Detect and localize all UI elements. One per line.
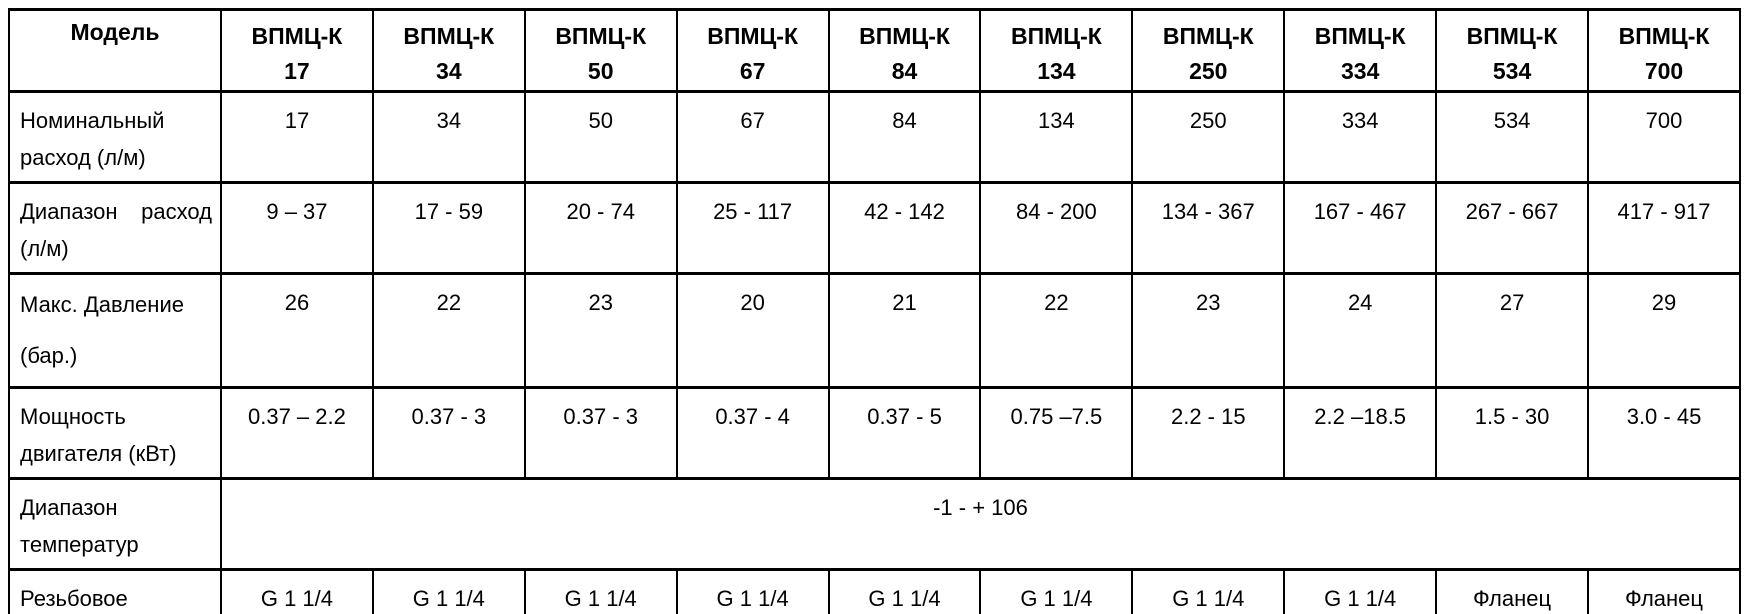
row-label: Макс. Давление (бар.) — [8, 271, 222, 389]
value-cell: 0.37 - 5 — [827, 385, 982, 480]
value-cell: G 1 1/4 — [1283, 567, 1438, 614]
value-cell: G 1 1/4 — [675, 567, 830, 614]
merged-value-cell: -1 - + 106 — [220, 476, 1741, 571]
column-header-vpmc-k-250: ВПМЦ-К 250 — [1131, 8, 1286, 93]
table-row-temperature-range: Диапазон температур -1 - + 106 — [8, 476, 1741, 571]
value-cell: G 1 1/4 — [371, 567, 526, 614]
value-cell: 2.2 - 15 — [1131, 385, 1286, 480]
row-label: Резьбовое соединение — [8, 567, 222, 614]
value-cell: 34 — [371, 90, 526, 184]
value-cell: 134 - 367 — [1131, 180, 1286, 275]
column-header-vpmc-k-134: ВПМЦ-К 134 — [979, 8, 1134, 93]
value-cell: 24 — [1283, 271, 1438, 389]
column-header-vpmc-k-50: ВПМЦ-К 50 — [523, 8, 678, 93]
value-cell: G 1 1/4 — [1131, 567, 1286, 614]
table-row-thread-connection: Резьбовое соединение G 1 1/4 G 1 1/4 G 1… — [8, 567, 1741, 614]
table-row-flow-range: Диапазон расход (л/м) 9 – 37 17 - 59 20 … — [8, 180, 1741, 275]
column-header-vpmc-k-34: ВПМЦ-К 34 — [371, 8, 526, 93]
value-cell: 134 — [979, 90, 1134, 184]
value-cell: 700 — [1587, 90, 1741, 184]
value-cell: 0.37 - 3 — [523, 385, 678, 480]
value-cell: 25 - 117 — [675, 180, 830, 275]
pump-spec-table: Модель ВПМЦ-К 17 ВПМЦ-К 34 ВПМЦ-К 50 ВПМ… — [8, 8, 1741, 614]
value-cell: 3.0 - 45 — [1587, 385, 1741, 480]
value-cell: 22 — [371, 271, 526, 389]
value-cell: Фланец 65 — [1435, 567, 1590, 614]
value-cell: 0.37 - 4 — [675, 385, 830, 480]
column-header-vpmc-k-700: ВПМЦ-К 700 — [1587, 8, 1741, 93]
value-cell: G 1 1/4 — [979, 567, 1134, 614]
value-cell: G 1 1/4 — [523, 567, 678, 614]
value-cell: 23 — [523, 271, 678, 389]
column-header-vpmc-k-534: ВПМЦ-К 534 — [1435, 8, 1590, 93]
value-cell: 27 — [1435, 271, 1590, 389]
row-label: Мощность двигателя (кВт) — [8, 385, 222, 480]
value-cell: 250 — [1131, 90, 1286, 184]
value-cell: G 1 1/4 — [827, 567, 982, 614]
value-cell: 417 - 917 — [1587, 180, 1741, 275]
table-row-motor-power: Мощность двигателя (кВт) 0.37 – 2.2 0.37… — [8, 385, 1741, 480]
column-header-vpmc-k-84: ВПМЦ-К 84 — [827, 8, 982, 93]
column-header-vpmc-k-17: ВПМЦ-К 17 — [220, 8, 374, 93]
value-cell: 0.37 - 3 — [371, 385, 526, 480]
value-cell: 29 — [1587, 271, 1741, 389]
value-cell: 21 — [827, 271, 982, 389]
table-row-nominal-flow: Номинальный расход (л/м) 17 34 50 67 84 … — [8, 90, 1741, 184]
value-cell: 42 - 142 — [827, 180, 982, 275]
value-cell: 2.2 –18.5 — [1283, 385, 1438, 480]
value-cell: 17 — [220, 90, 374, 184]
value-cell: 1.5 - 30 — [1435, 385, 1590, 480]
value-cell: 84 — [827, 90, 982, 184]
table-row-max-pressure: Макс. Давление (бар.) 26 22 23 20 21 22 … — [8, 271, 1741, 389]
value-cell: 267 - 667 — [1435, 180, 1590, 275]
value-cell: 84 - 200 — [979, 180, 1134, 275]
value-cell: 67 — [675, 90, 830, 184]
model-header-label: Модель — [8, 8, 222, 93]
row-label: Диапазон расход (л/м) — [8, 180, 222, 275]
table-header-row: Модель ВПМЦ-К 17 ВПМЦ-К 34 ВПМЦ-К 50 ВПМ… — [8, 8, 1741, 93]
row-label: Номинальный расход (л/м) — [8, 90, 222, 184]
value-cell: 334 — [1283, 90, 1438, 184]
value-cell: Фланец 85 — [1587, 567, 1741, 614]
value-cell: 26 — [220, 271, 374, 389]
value-cell: 17 - 59 — [371, 180, 526, 275]
column-header-vpmc-k-334: ВПМЦ-К 334 — [1283, 8, 1438, 93]
value-cell: 534 — [1435, 90, 1590, 184]
value-cell: 22 — [979, 271, 1134, 389]
value-cell: 9 – 37 — [220, 180, 374, 275]
column-header-vpmc-k-67: ВПМЦ-К 67 — [675, 8, 830, 93]
value-cell: 20 — [675, 271, 830, 389]
value-cell: 0.37 – 2.2 — [220, 385, 374, 480]
value-cell: 167 - 467 — [1283, 180, 1438, 275]
value-cell: 0.75 –7.5 — [979, 385, 1134, 480]
value-cell: 23 — [1131, 271, 1286, 389]
value-cell: 20 - 74 — [523, 180, 678, 275]
value-cell: 50 — [523, 90, 678, 184]
row-label: Диапазон температур — [8, 476, 222, 571]
value-cell: G 1 1/4 — [220, 567, 374, 614]
